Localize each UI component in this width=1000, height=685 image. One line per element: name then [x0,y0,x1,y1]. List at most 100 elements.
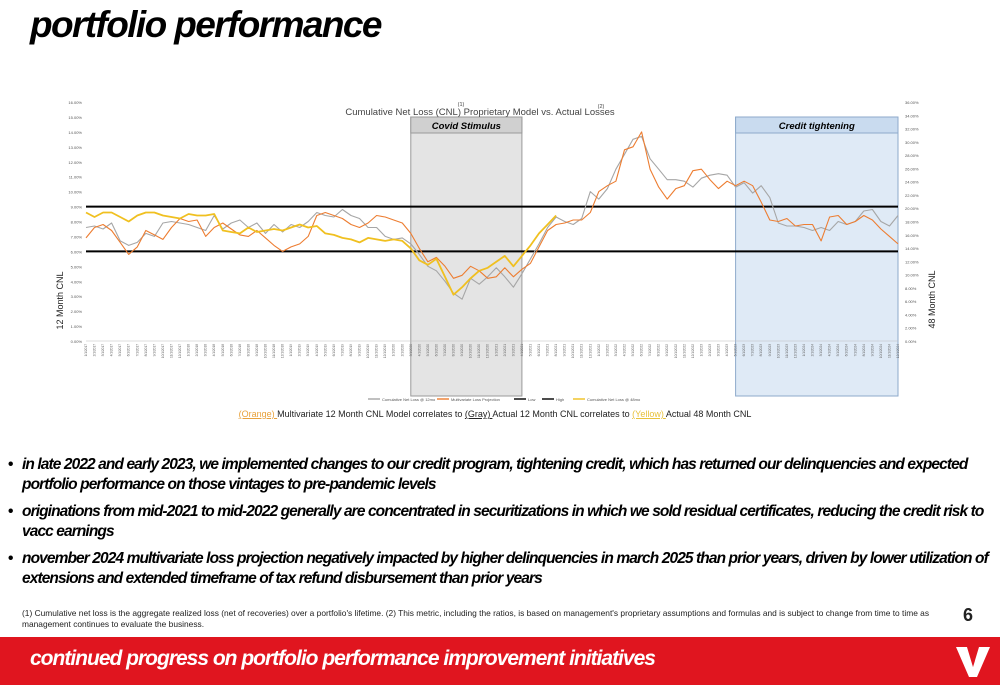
bullet-item: • november 2024 multivariate loss project… [8,549,993,589]
x-tick-label: 12/1/2018 [281,344,285,358]
x-tick-label: 8/1/2024 [862,344,866,357]
y-tick-left: 2.00% [71,309,83,314]
x-tick-label: 2/1/2023 [708,344,712,357]
y-tick-right: 16.00% [905,233,919,238]
x-tick-label: 10/1/2022 [674,344,678,358]
x-tick-label: 8/1/2022 [657,344,661,357]
x-tick-label: 7/1/2019 [340,344,344,357]
y-tick-left: 5.00% [71,264,83,269]
caption-gray-key: (Gray) [464,409,493,419]
legend-label: Low [528,397,535,402]
chart-caption: (Orange) Multivariate 12 Month CNL Model… [0,409,990,419]
y-axis-label-left: 12 Month CNL [55,271,65,329]
x-tick-label: 2/1/2024 [811,344,815,357]
bullet-item: • originations from mid-2021 to mid-2022 … [8,502,993,542]
x-tick-label: 9/1/2019 [358,344,362,357]
y-tick-left: 6.00% [71,249,83,254]
legend-label: Cumulative Net Loss @ 48mo [587,397,641,402]
bullet-dot-icon: • [8,456,13,473]
x-tick-label: 4/1/2022 [622,344,626,357]
y-tick-right: 24.00% [905,180,919,185]
y-tick-right: 6.00% [905,299,917,304]
bullet-text: originations from mid-2021 to mid-2022 g… [22,503,984,540]
x-tick-label: 1/1/2024 [802,344,806,357]
x-tick-label: 10/1/2017 [161,344,165,358]
y-tick-right: 18.00% [905,220,919,225]
x-tick-label: 1/1/2022 [597,344,601,357]
bullet-text: november 2024 multivariate loss projecti… [22,550,989,587]
x-tick-label: 7/1/2024 [853,344,857,357]
y-tick-right: 28.00% [905,153,919,158]
x-tick-label: 3/1/2022 [614,344,618,357]
x-tick-label: 7/1/2022 [648,344,652,357]
legend-label: Multivariate Loss Projection [451,397,500,402]
x-tick-label: 6/1/2022 [640,344,644,357]
y-tick-left: 12.00% [68,160,82,165]
x-tick-label: 6/1/2017 [127,344,131,357]
footer-band: continued progress on portfolio performa… [0,637,1000,685]
y-tick-right: 4.00% [905,312,917,317]
bullet-dot-icon: • [8,503,13,520]
series-line [85,211,557,296]
shaded-region-header [735,116,899,134]
x-tick-label: 4/1/2024 [828,344,832,357]
x-tick-label: 5/1/2023 [734,344,738,357]
x-tick-label: 6/1/2018 [229,344,233,357]
x-tick-label: 2/1/2020 [400,344,404,357]
x-tick-label: 10/1/2020 [469,344,473,358]
x-tick-label: 5/1/2021 [528,344,532,357]
x-tick-label: 6/1/2019 [332,344,336,357]
x-tick-label: 9/1/2018 [255,344,259,357]
y-tick-left: 8.00% [71,220,83,225]
x-tick-label: 12/1/2017 [178,344,182,358]
x-tick-label: 6/1/2023 [742,344,746,357]
bullet-text: in late 2022 and early 2023, we implemen… [22,456,968,493]
y-tick-left: 3.00% [71,294,83,299]
x-tick-label: 11/1/2017 [169,344,173,358]
x-tick-label: 3/1/2024 [819,344,823,357]
chart-title-note: (2) [598,104,605,110]
x-tick-label: 9/1/2021 [563,344,567,357]
x-tick-label: 8/1/2023 [759,344,763,357]
footnote: (1) Cumulative net loss is the aggregate… [22,608,930,629]
x-tick-label: 8/1/2020 [452,344,456,357]
x-tick-label: 2/1/2018 [195,344,199,357]
x-tick-label: 3/1/2018 [204,344,208,357]
x-tick-label: 1/1/2020 [392,344,396,357]
x-tick-label: 3/1/2021 [511,344,515,357]
x-tick-label: 1/1/2017 [84,344,88,357]
caption-yellow-key: (Yellow) [632,409,666,419]
x-tick-label: 3/1/2023 [717,344,721,357]
y-tick-left: 13.00% [68,145,82,150]
x-tick-label: 9/1/2020 [460,344,464,357]
y-tick-left: 7.00% [71,234,83,239]
shaded-region-label: Covid Stimulus [432,121,501,132]
x-tick-label: 8/1/2017 [144,344,148,357]
x-tick-label: 11/1/2019 [375,344,379,358]
x-tick-label: 1/1/2021 [494,344,498,357]
y-tick-left: 0.00% [71,339,83,344]
page-number: 6 [963,605,974,625]
y-tick-right: 26.00% [905,166,919,171]
x-tick-label: 7/1/2018 [238,344,242,357]
x-tick-label: 2/1/2019 [298,344,302,357]
x-tick-label: 5/1/2018 [221,344,225,357]
x-tick-label: 12/1/2024 [896,344,900,358]
x-tick-label: 4/1/2023 [725,344,729,357]
y-tick-left: 14.00% [68,130,82,135]
y-tick-right: 10.00% [905,273,919,278]
x-tick-label: 7/1/2020 [443,344,447,357]
bullet-item: • in late 2022 and early 2023, we impleme… [8,455,993,495]
x-tick-label: 4/1/2019 [315,344,319,357]
y-tick-right: 22.00% [905,193,919,198]
x-tick-label: 9/1/2022 [665,344,669,357]
y-axis-label-right: 48 Month CNL [927,270,937,328]
x-tick-label: 4/1/2018 [212,344,216,357]
x-tick-label: 1/1/2018 [187,344,191,357]
y-tick-right: 8.00% [905,286,917,291]
x-tick-label: 11/1/2024 [887,344,891,358]
x-tick-label: 10/1/2024 [879,344,883,358]
page-title: portfolio performance [30,4,382,45]
x-tick-label: 1/1/2019 [289,344,293,357]
y-tick-right: 34.00% [905,113,919,118]
